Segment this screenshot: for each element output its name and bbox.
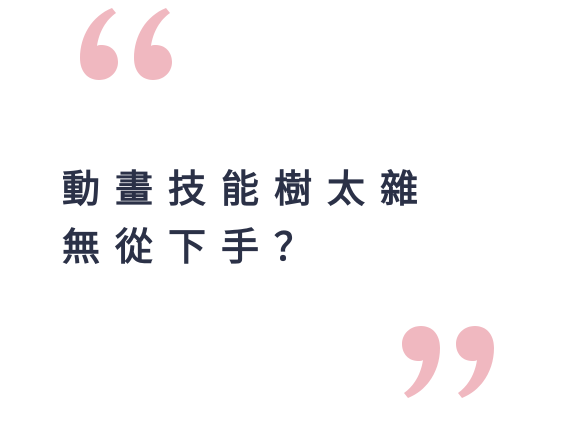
headline-line-2: 無從下手？ <box>62 225 328 269</box>
headline: 動畫技能樹太雜 無從下手？ <box>62 160 522 276</box>
headline-line-1: 動畫技能樹太雜 <box>62 167 434 211</box>
open-quote-icon <box>78 8 178 84</box>
close-quote-icon <box>396 322 496 398</box>
